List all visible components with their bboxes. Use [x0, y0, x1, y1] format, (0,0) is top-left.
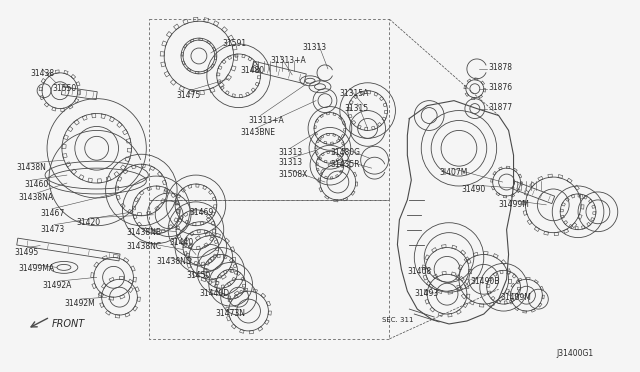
- Text: 31313+A: 31313+A: [270, 56, 306, 65]
- Text: 31438NC: 31438NC: [127, 241, 161, 251]
- Text: 31490B: 31490B: [471, 277, 500, 286]
- Text: 31313: 31313: [278, 158, 303, 167]
- Text: 31438NB: 31438NB: [127, 228, 161, 237]
- Text: 31473N: 31473N: [216, 309, 246, 318]
- Text: 31435R: 31435R: [330, 160, 360, 169]
- Text: 31493: 31493: [414, 289, 438, 298]
- Text: 31440D: 31440D: [199, 289, 229, 298]
- Text: 3l407M: 3l407M: [439, 168, 467, 177]
- Text: 31313+A: 31313+A: [248, 116, 284, 125]
- Text: 31878: 31878: [489, 63, 513, 72]
- Text: 31450: 31450: [186, 271, 211, 280]
- Text: 31313: 31313: [302, 43, 326, 52]
- Text: 31440: 31440: [169, 238, 193, 247]
- Text: 3143BNE: 3143BNE: [241, 128, 276, 137]
- Text: 31460: 31460: [24, 180, 49, 189]
- Text: 31409M: 31409M: [500, 293, 531, 302]
- Text: 31499M: 31499M: [499, 200, 529, 209]
- Text: 31408: 31408: [407, 267, 431, 276]
- Text: 31420: 31420: [77, 218, 101, 227]
- Text: 31876: 31876: [489, 83, 513, 92]
- Text: 31508X: 31508X: [278, 170, 308, 179]
- Text: 31877: 31877: [489, 103, 513, 112]
- Text: 31492A: 31492A: [42, 281, 72, 290]
- Text: 31467: 31467: [40, 209, 65, 218]
- Text: 31475: 31475: [176, 91, 200, 100]
- Text: FRONT: FRONT: [52, 319, 85, 329]
- Text: 31438ND: 31438ND: [156, 257, 192, 266]
- Text: 31495: 31495: [14, 247, 38, 257]
- Text: 31550: 31550: [52, 84, 76, 93]
- Text: 31591: 31591: [223, 39, 247, 48]
- Text: 31313: 31313: [278, 148, 303, 157]
- Text: 31315A: 31315A: [340, 89, 369, 98]
- Text: 31480G: 31480G: [330, 148, 360, 157]
- Text: 31480: 31480: [241, 66, 265, 75]
- Text: 31499MA: 31499MA: [19, 264, 54, 273]
- Text: 31438N: 31438N: [16, 163, 46, 172]
- Text: 31469: 31469: [189, 208, 213, 217]
- Text: 31438: 31438: [30, 69, 54, 78]
- Text: 31438NA: 31438NA: [19, 193, 53, 202]
- Text: 31473: 31473: [40, 225, 65, 234]
- Text: 31315: 31315: [345, 104, 369, 113]
- Text: J31400G1: J31400G1: [556, 349, 593, 358]
- Text: 31492M: 31492M: [64, 299, 95, 308]
- Text: SEC. 311: SEC. 311: [381, 317, 413, 323]
- Text: 31490: 31490: [461, 185, 485, 194]
